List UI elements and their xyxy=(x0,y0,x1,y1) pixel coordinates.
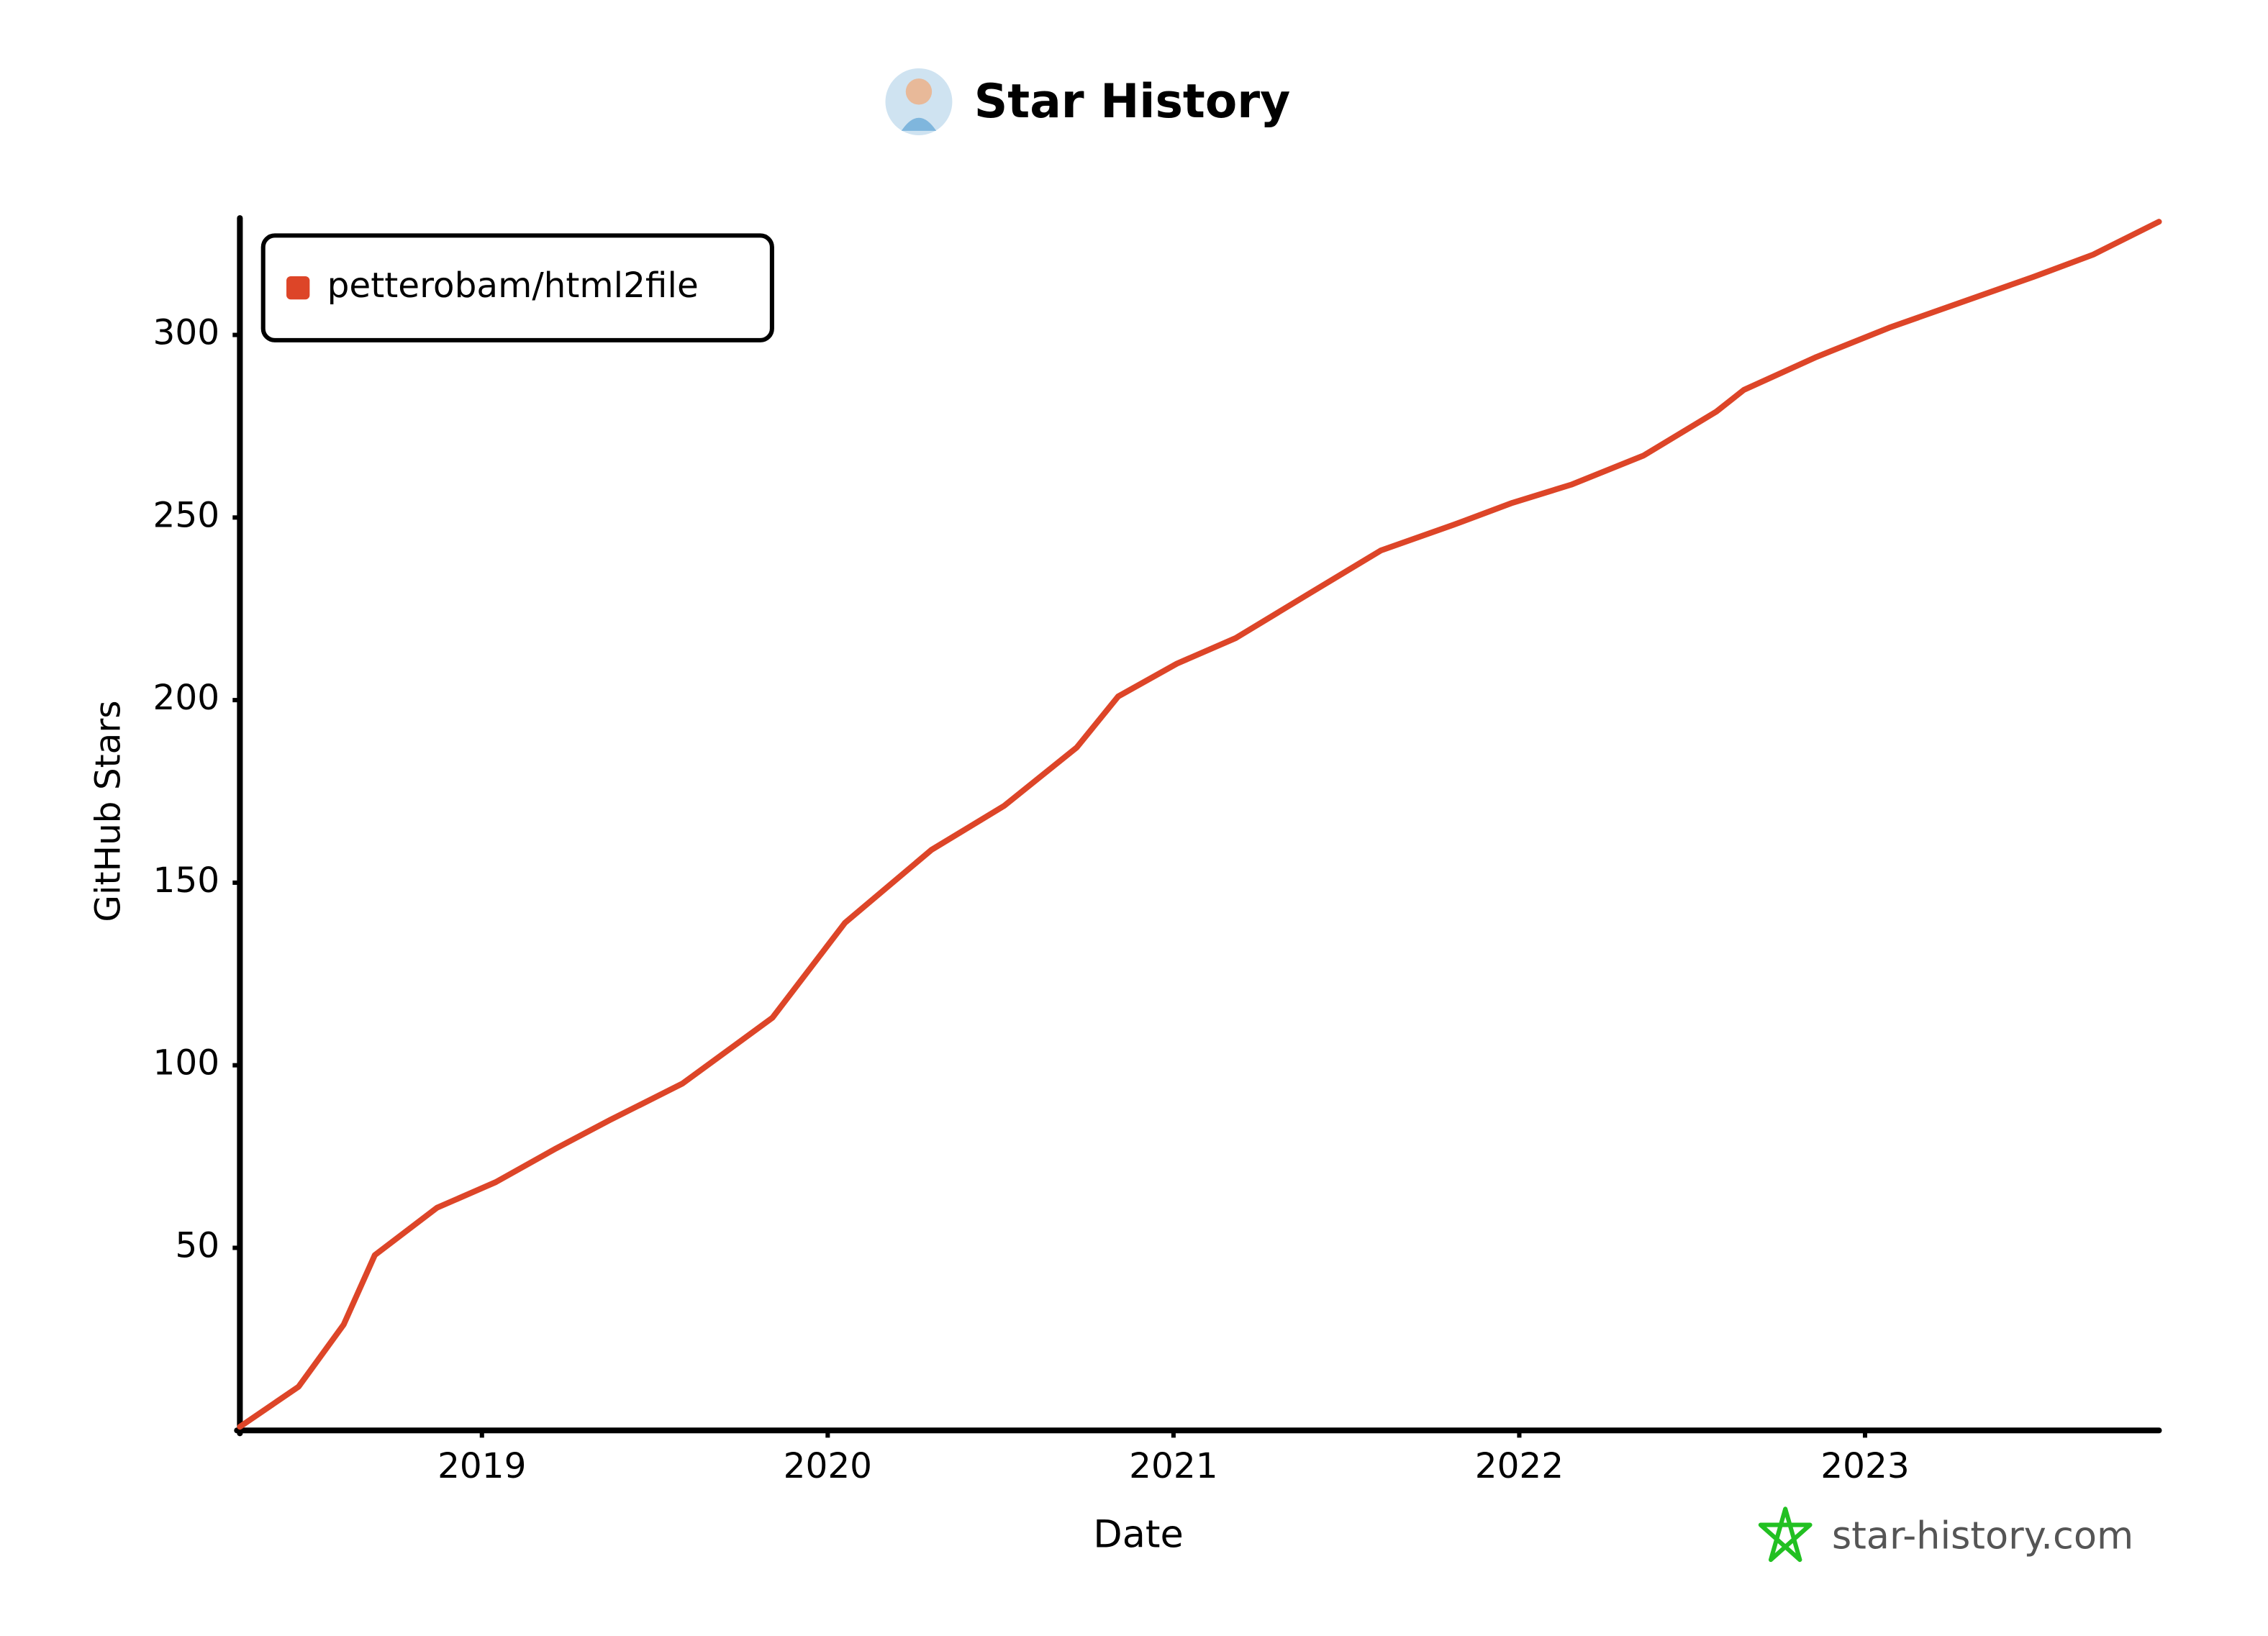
y-tick-label: 200 xyxy=(153,678,220,718)
x-tick-label: 2019 xyxy=(437,1446,526,1486)
y-tick-label: 150 xyxy=(153,860,220,901)
y-tick-label: 100 xyxy=(153,1043,220,1083)
x-tick-label: 2022 xyxy=(1475,1446,1564,1486)
y-tick-label: 250 xyxy=(153,495,220,535)
x-tick-label: 2023 xyxy=(1820,1446,1909,1486)
legend-swatch xyxy=(286,276,310,300)
chart-title: Star History xyxy=(974,75,1291,129)
y-axis-label: GitHub Stars xyxy=(89,700,129,922)
x-axis-label: Date xyxy=(1093,1512,1184,1556)
logo xyxy=(885,68,953,135)
watermark: star-history.com xyxy=(1758,1507,2133,1563)
legend: petterobam/html2file xyxy=(260,233,774,342)
watermark-text: star-history.com xyxy=(1832,1514,2133,1558)
x-tick-label: 2020 xyxy=(784,1446,872,1486)
x-tick-label: 2021 xyxy=(1129,1446,1217,1486)
y-tick-label: 300 xyxy=(153,313,220,353)
series-line xyxy=(237,219,2162,1430)
legend-box xyxy=(260,233,774,342)
legend-label: petterobam/html2file xyxy=(327,265,699,306)
y-tick-label: 50 xyxy=(175,1225,219,1265)
